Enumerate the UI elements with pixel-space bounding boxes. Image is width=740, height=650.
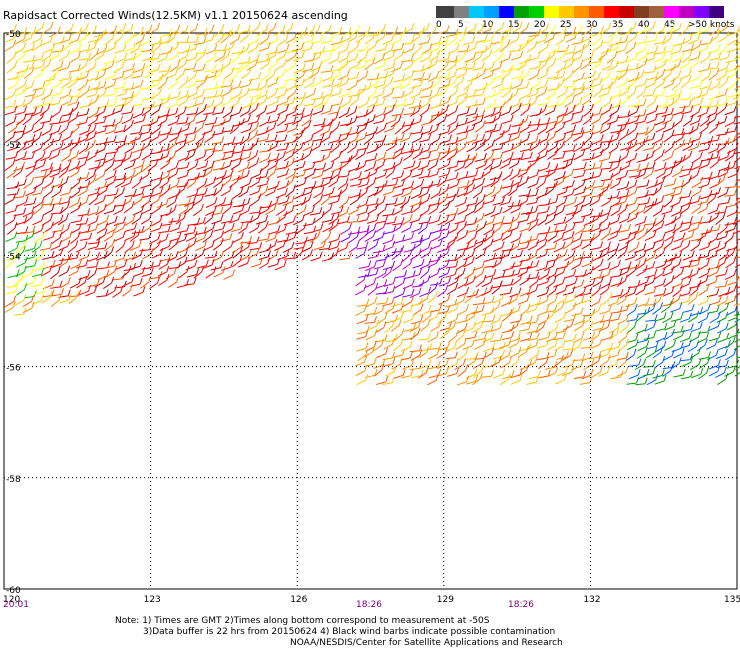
- lat-tick-label: -60: [6, 586, 21, 596]
- wind-speed-legend: 051015202530354045>50 knots: [436, 6, 738, 34]
- legend-swatch: [469, 6, 484, 18]
- lat-tick-label: -58: [6, 475, 21, 485]
- legend-label: 45: [664, 20, 676, 30]
- legend-label: 25: [560, 20, 572, 30]
- latitude-labels: -50 -52 -54 -56 -58 -60: [6, 30, 21, 596]
- longitude-labels: 120 123 126 129 132 135: [3, 595, 740, 605]
- legend-label: 10: [482, 20, 494, 30]
- notes-block: Note: 1) Times are GMT 2)Times along bot…: [115, 616, 563, 649]
- time-label-left: 20:01: [3, 600, 29, 610]
- legend-label: 5: [458, 20, 464, 30]
- legend-swatch: [664, 6, 679, 18]
- legend-swatch: [436, 6, 454, 18]
- wind-barb-swath: [3, 21, 740, 386]
- note-line-1: Note: 1) Times are GMT 2)Times along bot…: [115, 616, 490, 626]
- legend-swatch: [694, 6, 709, 18]
- legend-label: 20: [534, 20, 546, 30]
- note-line-2: 3)Data buffer is 22 hrs from 20150624 4)…: [143, 627, 556, 637]
- lat-tick-label: -50: [6, 30, 21, 40]
- legend-color-bar: [436, 6, 738, 18]
- time-label-right: 18:26: [508, 600, 534, 610]
- lon-tick-label: 123: [144, 595, 161, 605]
- legend-label: 35: [612, 20, 624, 30]
- legend-swatch: [514, 6, 529, 18]
- lon-tick-label: 120: [3, 595, 20, 605]
- map-title: Rapidsact Corrected Winds(12.5KM) v1.1 2…: [3, 9, 348, 22]
- lat-lon-grid: [4, 33, 737, 589]
- note-line-3: NOAA/NESDIS/Center for Satellite Applica…: [290, 638, 563, 648]
- legend-swatch: [679, 6, 694, 18]
- lat-tick-label: -52: [6, 141, 21, 151]
- legend-swatch: [574, 6, 589, 18]
- lon-tick-label: 126: [290, 595, 307, 605]
- legend-swatch: [499, 6, 514, 18]
- legend-swatch: [604, 6, 619, 18]
- map-frame: [3, 32, 738, 590]
- legend-swatch: [484, 6, 499, 18]
- legend-swatch: [559, 6, 574, 18]
- legend-swatch: [454, 6, 469, 18]
- time-label-mid: 18:26: [356, 600, 382, 610]
- legend-swatch: [589, 6, 604, 18]
- lat-tick-label: -54: [6, 252, 21, 262]
- legend-swatch: [544, 6, 559, 18]
- legend-label: >50 knots: [688, 20, 735, 30]
- legend-swatch: [649, 6, 664, 18]
- legend-label: 15: [508, 20, 520, 30]
- legend-swatch: [634, 6, 649, 18]
- lat-tick-label: -56: [6, 364, 21, 374]
- lon-tick-label: 129: [437, 595, 454, 605]
- legend-swatch: [619, 6, 634, 18]
- legend-swatch: [709, 6, 724, 18]
- legend-label: 40: [638, 20, 650, 30]
- lon-tick-label: 132: [583, 595, 600, 605]
- lon-tick-label: 135: [724, 595, 740, 605]
- legend-swatch: [529, 6, 544, 18]
- legend-label: 0: [436, 20, 442, 30]
